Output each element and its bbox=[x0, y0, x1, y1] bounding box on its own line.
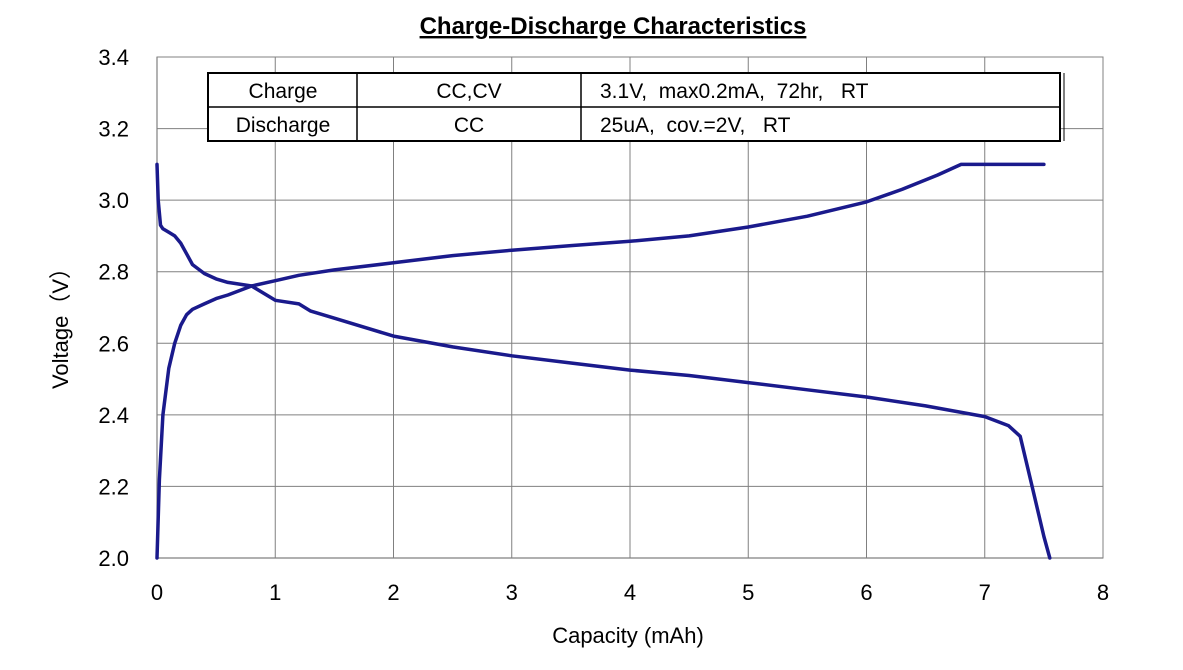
x-tick-label: 5 bbox=[742, 580, 754, 605]
chart-title: Charge-Discharge Characteristics bbox=[420, 13, 807, 40]
x-tick-label: 0 bbox=[151, 580, 163, 605]
y-tick-label: 3.2 bbox=[98, 117, 129, 142]
x-tick-label: 3 bbox=[506, 580, 518, 605]
series-line-1 bbox=[155, 162, 1052, 560]
x-tick-labels: 0 1 2 3 4 5 6 7 8 bbox=[151, 580, 1109, 605]
y-tick-label: 2.4 bbox=[98, 403, 129, 428]
y-axis-label: Voltage（V） bbox=[48, 257, 73, 389]
legend-cell-charge-label: Charge bbox=[249, 80, 318, 103]
legend-cell-charge-mode: CC,CV bbox=[436, 80, 501, 103]
x-tick-label: 1 bbox=[269, 580, 281, 605]
y-tick-label: 3.4 bbox=[98, 45, 129, 70]
legend-table: Charge CC,CV 3.1V, max0.2mA, 72hr, RT Di… bbox=[207, 72, 1065, 142]
legend-cell-discharge-conditions: 25uA, cov.=2V, RT bbox=[600, 114, 791, 137]
y-tick-label: 3.0 bbox=[98, 188, 129, 213]
y-tick-label: 2.6 bbox=[98, 331, 129, 356]
y-tick-labels: 2.0 2.2 2.4 2.6 2.8 3.0 3.2 3.4 bbox=[98, 45, 129, 571]
x-axis-label: Capacity (mAh) bbox=[552, 623, 704, 648]
y-tick-label: 2.0 bbox=[98, 546, 129, 571]
series-line-0 bbox=[155, 162, 1046, 560]
x-tick-label: 4 bbox=[624, 580, 636, 605]
x-tick-label: 6 bbox=[860, 580, 872, 605]
legend-cell-discharge-label: Discharge bbox=[236, 114, 331, 137]
x-tick-label: 2 bbox=[387, 580, 399, 605]
x-tick-label: 7 bbox=[979, 580, 991, 605]
legend-cell-discharge-mode: CC bbox=[454, 114, 484, 137]
y-tick-label: 2.8 bbox=[98, 260, 129, 285]
series-layer bbox=[155, 162, 1052, 560]
x-tick-label: 8 bbox=[1097, 580, 1109, 605]
legend-cell-charge-conditions: 3.1V, max0.2mA, 72hr, RT bbox=[600, 80, 869, 103]
y-tick-label: 2.2 bbox=[98, 474, 129, 499]
